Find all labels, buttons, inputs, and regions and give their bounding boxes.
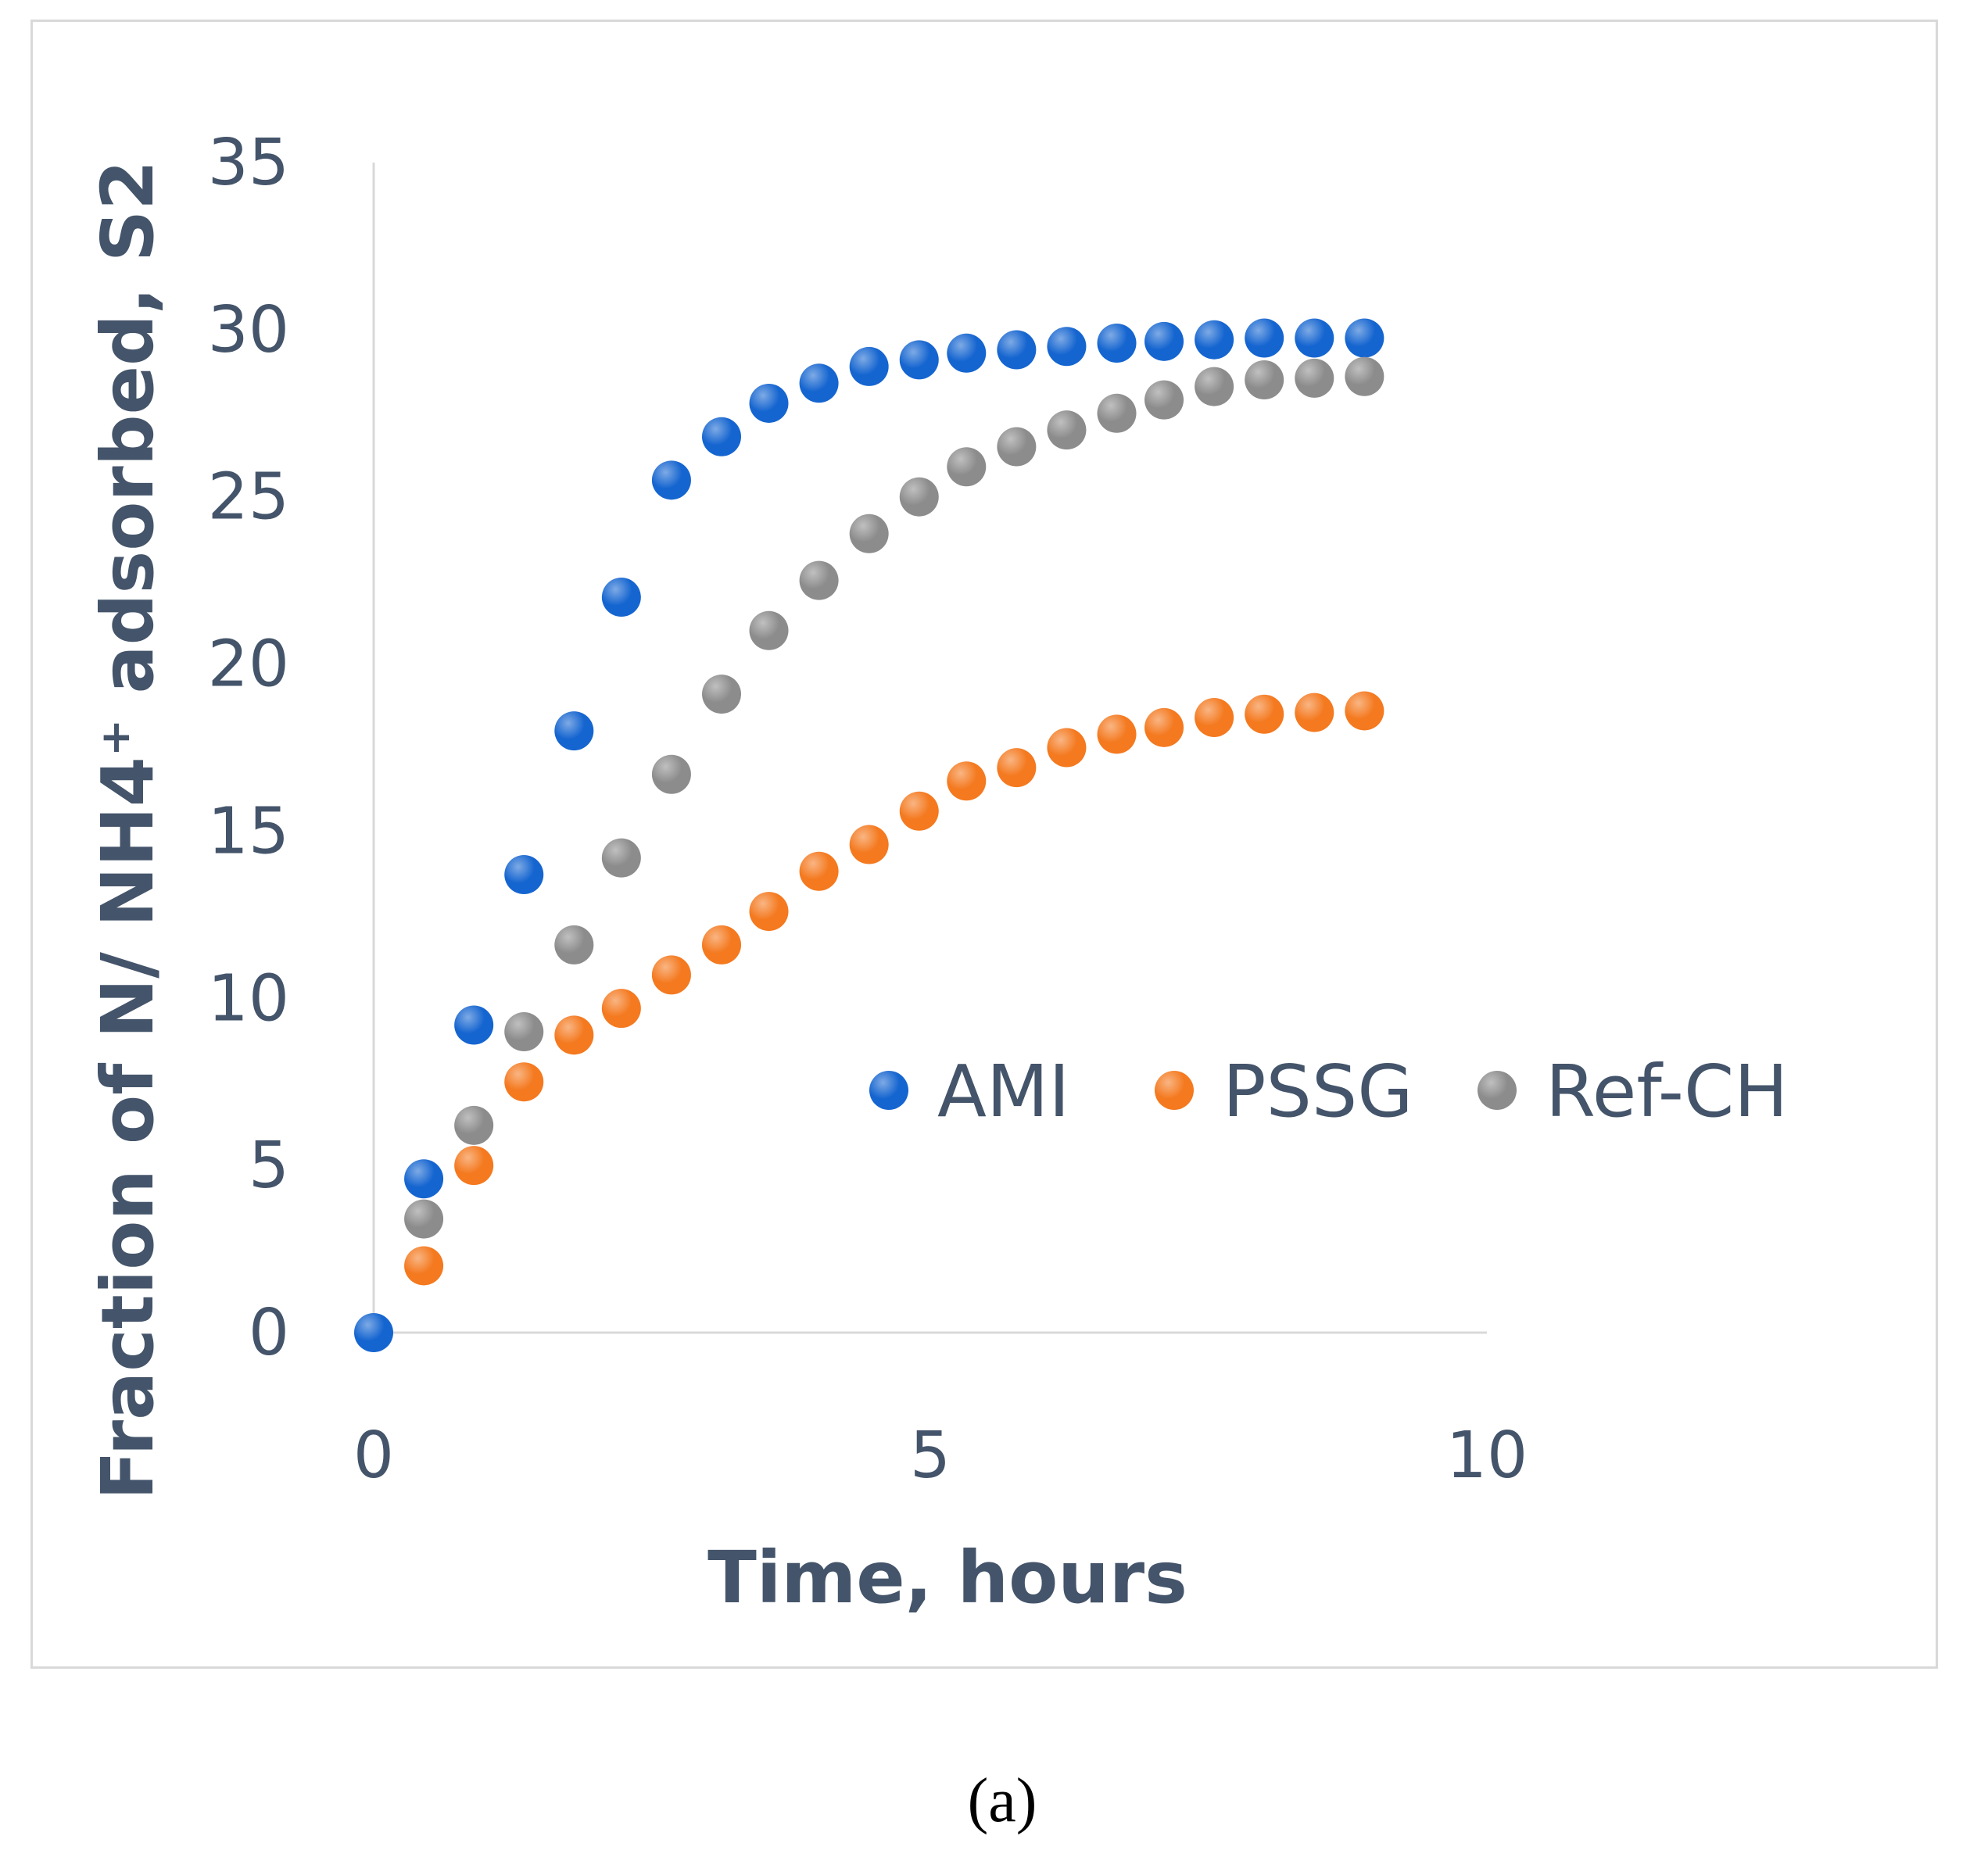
point-highlight (1144, 380, 1184, 420)
point-highlight (799, 851, 839, 891)
point-highlight (504, 1062, 544, 1102)
point-highlight (404, 1159, 444, 1199)
point-highlight (702, 417, 741, 456)
point-highlight (651, 754, 691, 794)
legend: AMI PSSG Ref-CH (869, 1050, 1788, 1133)
point-highlight (1144, 707, 1184, 747)
point-highlight (651, 955, 691, 995)
point-highlight (702, 675, 741, 714)
point-highlight (1245, 694, 1284, 734)
axes (372, 163, 1487, 1334)
point-highlight (554, 925, 594, 964)
point-highlight (1245, 318, 1284, 358)
point-highlight (849, 346, 889, 386)
point-highlight (997, 748, 1037, 788)
point-highlight (749, 383, 789, 423)
point-highlight (849, 825, 889, 864)
point-highlight (947, 761, 987, 801)
point-highlight (1097, 323, 1137, 363)
point-highlight (1345, 356, 1384, 396)
legend-label-pssg: PSSG (1223, 1050, 1413, 1133)
data-points (354, 318, 1384, 1352)
legend-label-ami: AMI (937, 1050, 1069, 1133)
point-highlight (1295, 318, 1334, 358)
point-highlight (1345, 318, 1384, 358)
point-highlight (454, 1146, 494, 1186)
point-highlight (702, 925, 741, 964)
point-highlight (799, 363, 839, 403)
point-highlight (651, 460, 691, 500)
x-tick-label: 5 (910, 1419, 951, 1493)
point-highlight (997, 427, 1037, 467)
series-ref-ch (404, 356, 1384, 1239)
point-highlight (849, 514, 889, 553)
y-tick-label: 20 (208, 628, 289, 702)
y-tick-label: 10 (208, 961, 289, 1036)
point-highlight (899, 340, 939, 380)
point-highlight (454, 1105, 494, 1145)
y-tick-label: 5 (249, 1129, 289, 1203)
point-highlight (1245, 360, 1284, 400)
chart-frame (30, 20, 1938, 1669)
point-highlight (947, 333, 987, 373)
legend-marker-highlight (1478, 1071, 1517, 1110)
point-highlight (1195, 367, 1234, 406)
point-highlight (504, 1012, 544, 1052)
series-pssg (404, 691, 1384, 1286)
legend-marker-highlight (869, 1071, 908, 1110)
point-highlight (1047, 327, 1087, 367)
y-tick-label: 25 (208, 460, 289, 535)
y-tick-label: 30 (208, 293, 289, 367)
point-highlight (454, 1005, 494, 1045)
point-highlight (899, 477, 939, 517)
point-highlight (601, 838, 641, 878)
legend-marker-highlight (1155, 1071, 1194, 1110)
point-highlight (1345, 691, 1384, 731)
x-tick-labels: 0 5 10 (353, 1419, 1528, 1493)
point-highlight (1295, 358, 1334, 398)
point-highlight (554, 711, 594, 751)
point-highlight (799, 560, 839, 600)
point-highlight (1295, 693, 1334, 732)
point-highlight (1097, 393, 1137, 433)
point-highlight (1097, 714, 1137, 754)
y-tick-label: 0 (249, 1296, 289, 1370)
series-ami (354, 318, 1384, 1352)
y-tick-labels: 0 5 10 15 20 25 30 35 (208, 126, 289, 1370)
point-highlight (1195, 698, 1234, 738)
y-tick-label: 35 (208, 126, 289, 200)
point-highlight (947, 447, 987, 487)
point-highlight (749, 610, 789, 650)
point-highlight (1195, 320, 1234, 360)
point-highlight (1047, 410, 1087, 450)
point-highlight (354, 1313, 393, 1352)
x-tick-label: 0 (353, 1419, 394, 1493)
point-highlight (601, 989, 641, 1029)
point-highlight (749, 892, 789, 932)
point-highlight (1047, 728, 1087, 768)
y-tick-label: 15 (208, 794, 289, 868)
figure-caption: (a) (968, 1766, 1037, 1835)
x-axis-title: Time, hours (707, 1536, 1187, 1619)
point-highlight (404, 1246, 444, 1286)
point-highlight (404, 1199, 444, 1239)
x-tick-label: 10 (1446, 1419, 1528, 1493)
point-highlight (997, 330, 1037, 370)
point-highlight (504, 855, 544, 895)
point-highlight (554, 1015, 594, 1055)
y-axis-title: Fraction of N/ NH4⁺ adsorbed, S2 (86, 160, 170, 1500)
point-highlight (899, 791, 939, 831)
legend-label-ref-ch: Ref-CH (1546, 1050, 1788, 1133)
point-highlight (601, 578, 641, 617)
point-highlight (1144, 321, 1184, 361)
